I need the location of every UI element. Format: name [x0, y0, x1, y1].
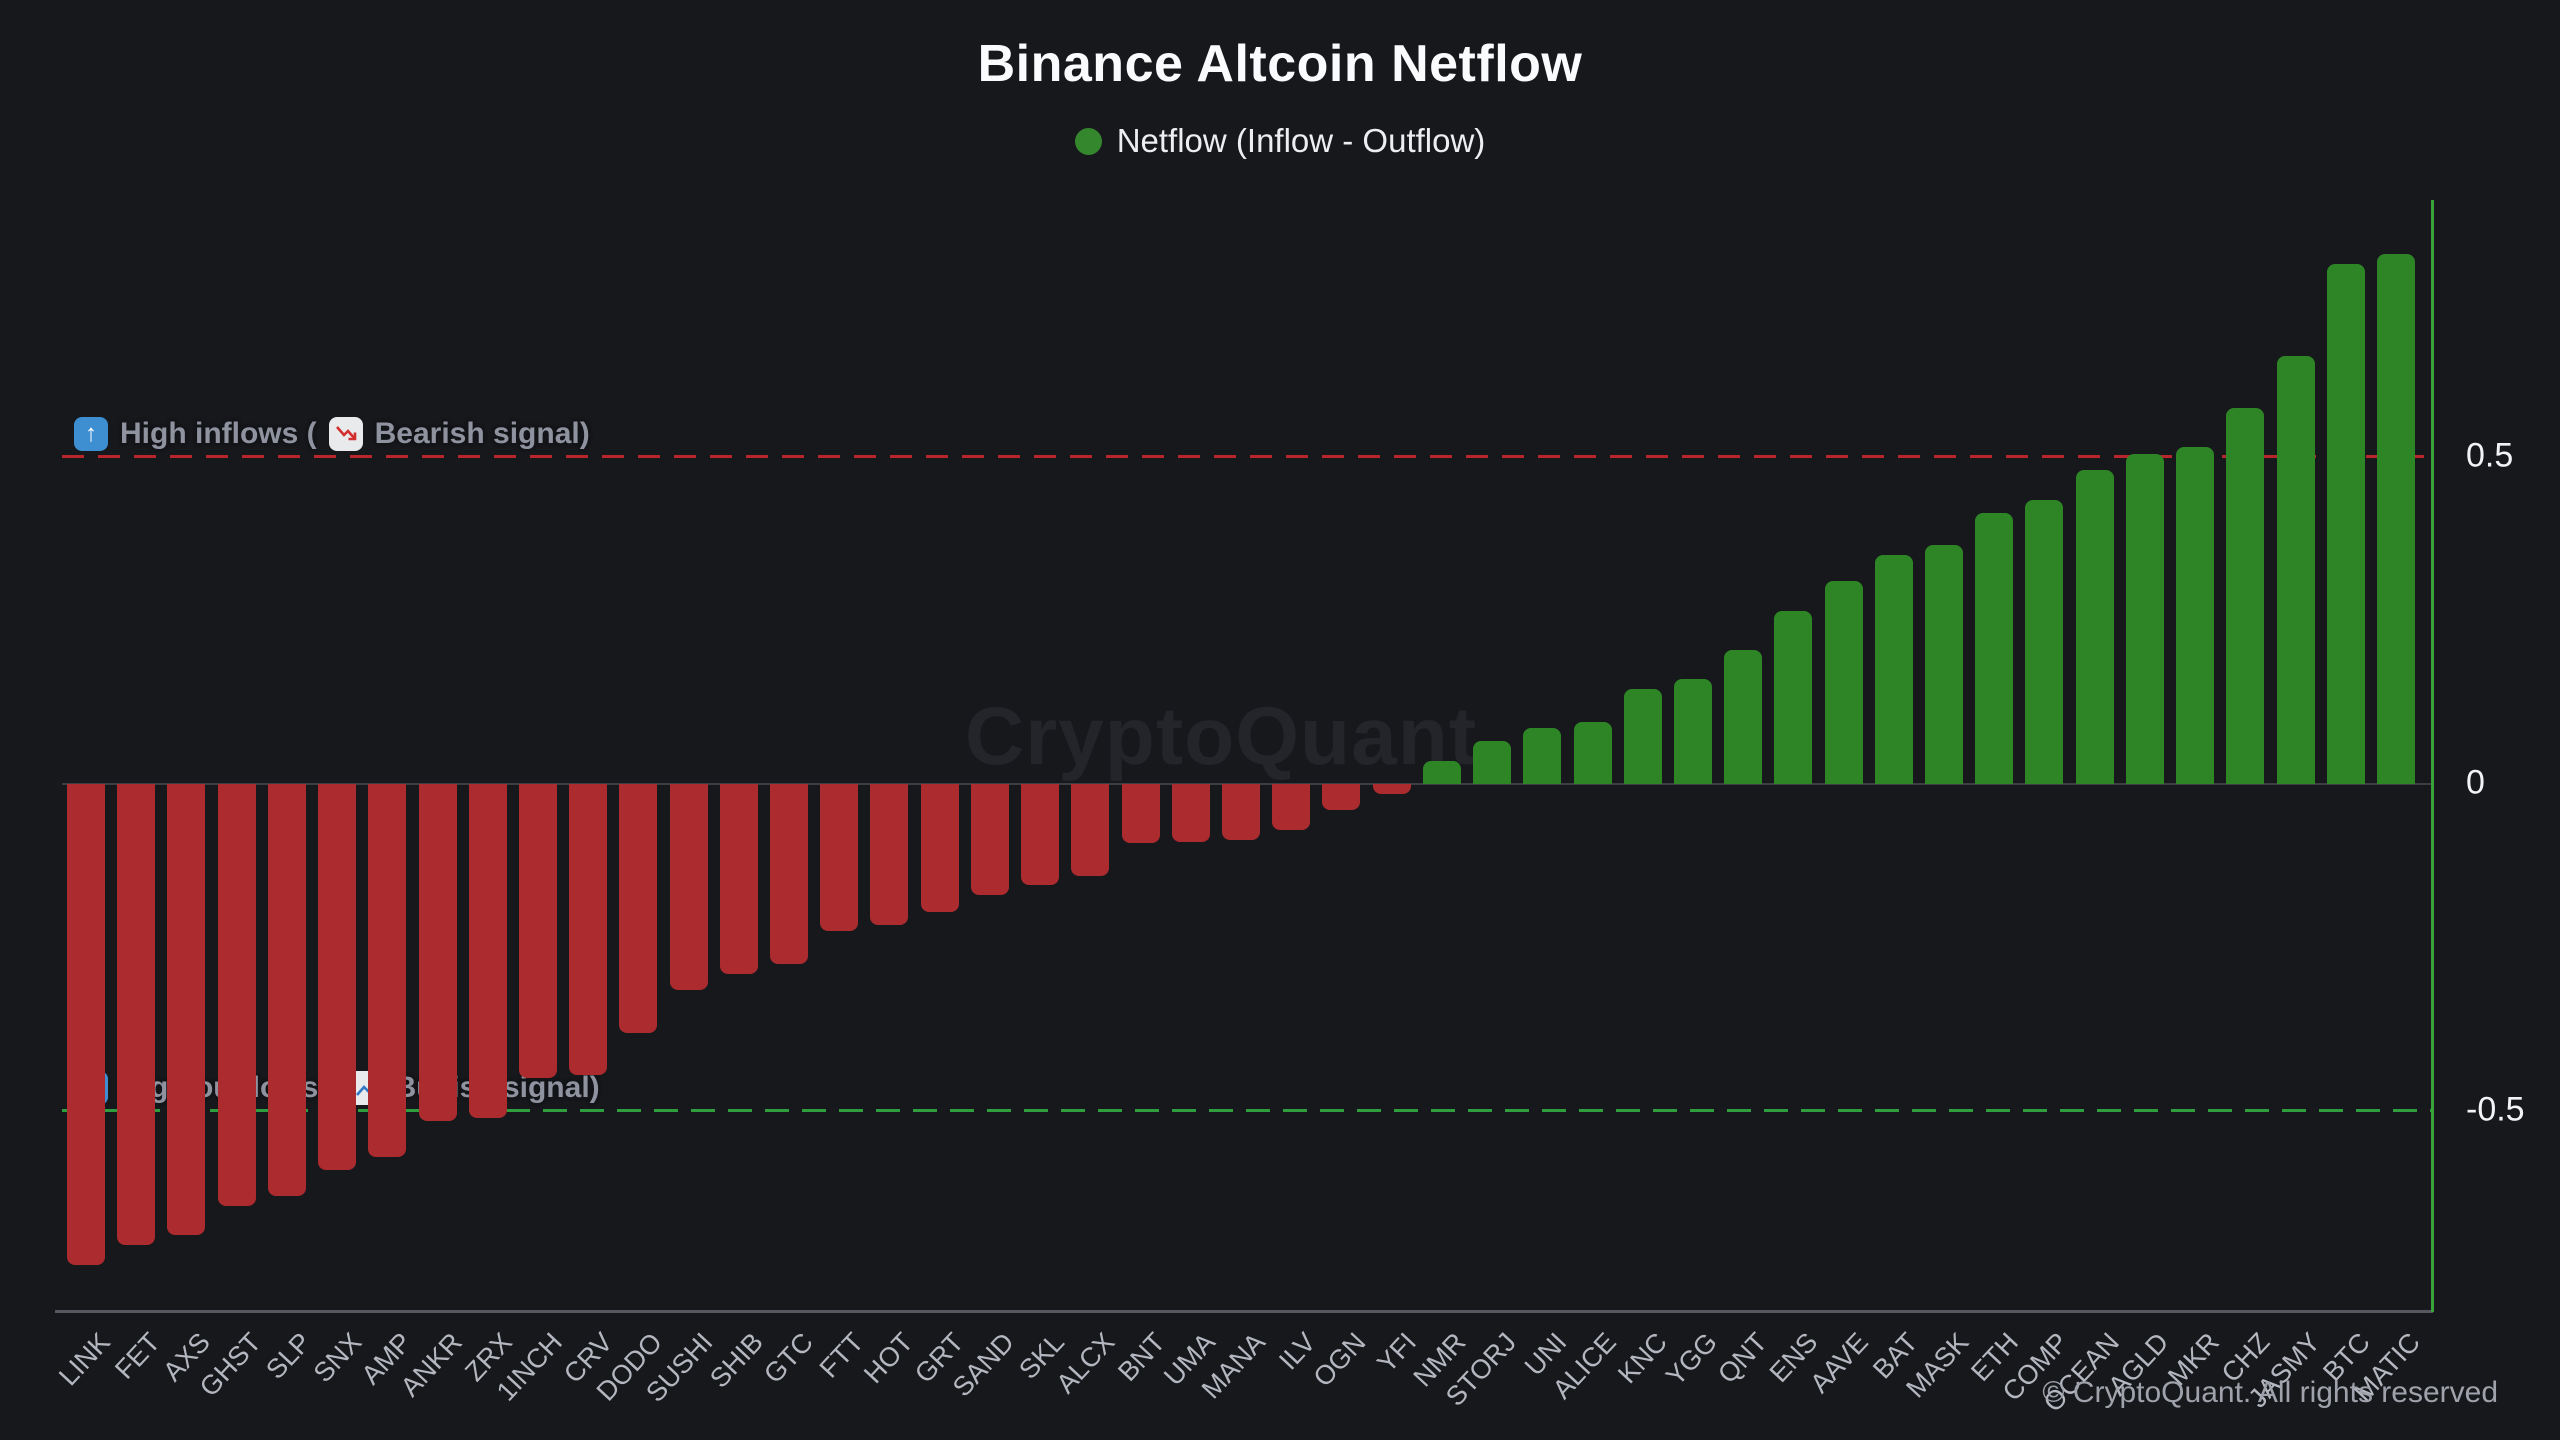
bar-SHIB[interactable]: [719, 784, 758, 974]
bar-AAVE[interactable]: [1824, 581, 1863, 784]
bar-UNI[interactable]: [1523, 728, 1562, 784]
bar-1INCH[interactable]: [518, 784, 557, 1079]
y-tick-label-0: 0: [2466, 763, 2485, 802]
x-tick-label-GTC: GTC: [758, 1327, 819, 1390]
bar-GTC[interactable]: [770, 784, 809, 964]
copyright-notice: © CryptoQuant. All rights reserved: [2042, 1376, 2498, 1409]
bar-FTT[interactable]: [820, 784, 859, 932]
bar-STORJ[interactable]: [1473, 741, 1512, 784]
x-tick-label-SNX: SNX: [307, 1327, 368, 1389]
bar-MANA[interactable]: [1222, 784, 1260, 840]
bar-JASMY[interactable]: [2276, 355, 2315, 784]
bar-AXS[interactable]: [167, 784, 206, 1236]
bar-AMP[interactable]: [368, 784, 407, 1157]
x-tick-label-SLP: SLP: [260, 1327, 317, 1385]
bar-CRV[interactable]: [569, 784, 608, 1076]
x-tick-label-QNT: QNT: [1712, 1327, 1774, 1390]
bar-CHZ[interactable]: [2226, 407, 2265, 784]
legend-label: Netflow (Inflow - Outflow): [1116, 122, 1486, 159]
bar-HOT[interactable]: [870, 784, 909, 925]
legend-marker-dot: [1074, 127, 1102, 155]
bar-DODO[interactable]: [619, 784, 658, 1033]
y-tick-label-0.5: 0.5: [2466, 436, 2514, 475]
bar-ZRX[interactable]: [468, 784, 507, 1118]
high-inflows-threshold-line: [62, 455, 2433, 458]
bearish-signal-text: Bearish signal): [374, 417, 590, 450]
x-tick-label-AAVE: AAVE: [1803, 1327, 1874, 1399]
x-tick-label-FET: FET: [109, 1327, 167, 1385]
bar-SAND[interactable]: [970, 784, 1009, 896]
bar-ANKR[interactable]: [418, 784, 457, 1121]
bar-BAT[interactable]: [1874, 555, 1913, 784]
bar-ALICE[interactable]: [1573, 721, 1612, 784]
x-tick-label-ALCX: ALCX: [1050, 1327, 1121, 1400]
bar-OGN[interactable]: [1322, 784, 1361, 811]
bar-SLP[interactable]: [267, 784, 306, 1197]
x-tick-label-KNC: KNC: [1611, 1327, 1673, 1390]
high-inflows-text: High inflows (: [120, 417, 317, 450]
bar-ETH[interactable]: [1975, 512, 2014, 784]
bar-MATIC[interactable]: [2377, 254, 2415, 784]
bar-SNX[interactable]: [318, 784, 357, 1170]
y-tick-label--0.5: -0.5: [2466, 1090, 2525, 1129]
bar-SKL[interactable]: [1021, 784, 1060, 886]
bar-MASK[interactable]: [1925, 545, 1964, 784]
bar-ALCX[interactable]: [1071, 784, 1110, 876]
bar-FET[interactable]: [117, 784, 156, 1246]
bar-YGG[interactable]: [1673, 679, 1712, 784]
chart-decreasing-icon: [328, 417, 363, 451]
x-tick-label-YGG: YGG: [1660, 1327, 1723, 1392]
bar-GHST[interactable]: [217, 784, 256, 1206]
bar-QNT[interactable]: [1724, 649, 1763, 784]
bar-OCEAN[interactable]: [2075, 470, 2114, 784]
x-axis-line: [55, 1310, 2433, 1313]
bar-KNC[interactable]: [1623, 689, 1662, 784]
x-tick-label-HOT: HOT: [858, 1327, 920, 1390]
bar-NMR[interactable]: [1422, 761, 1461, 784]
chart-title: Binance Altcoin Netflow: [977, 35, 1583, 93]
bar-BTC[interactable]: [2326, 264, 2365, 784]
bar-UMA[interactable]: [1171, 784, 1210, 842]
cryptoquant-watermark: CryptoQuant: [965, 691, 1478, 782]
bar-LINK[interactable]: [67, 784, 105, 1265]
x-tick-label-BNT: BNT: [1111, 1327, 1171, 1387]
bar-ENS[interactable]: [1774, 610, 1813, 784]
up-arrow-icon: ↑: [74, 417, 108, 451]
x-tick-label-LINK: LINK: [53, 1327, 116, 1392]
right-axis-line: [2431, 200, 2434, 1312]
high-inflows-annotation: ↑ High inflows ( Bearish signal): [74, 417, 590, 451]
bar-ILV[interactable]: [1272, 784, 1311, 830]
x-tick-label-OGN: OGN: [1307, 1327, 1372, 1393]
bar-COMP[interactable]: [2025, 499, 2064, 784]
x-tick-label-SHIB: SHIB: [703, 1327, 769, 1394]
bar-BNT[interactable]: [1121, 784, 1160, 843]
bar-GRT[interactable]: [920, 784, 959, 912]
legend[interactable]: Netflow (Inflow - Outflow): [0, 122, 2560, 160]
bar-AGLD[interactable]: [2125, 453, 2164, 784]
bar-YFI[interactable]: [1372, 784, 1411, 794]
bar-SUSHI[interactable]: [669, 784, 708, 990]
high-outflows-threshold-line: [62, 1109, 2433, 1112]
bar-MKR[interactable]: [2176, 447, 2215, 784]
x-tick-label-FTT: FTT: [813, 1327, 870, 1384]
